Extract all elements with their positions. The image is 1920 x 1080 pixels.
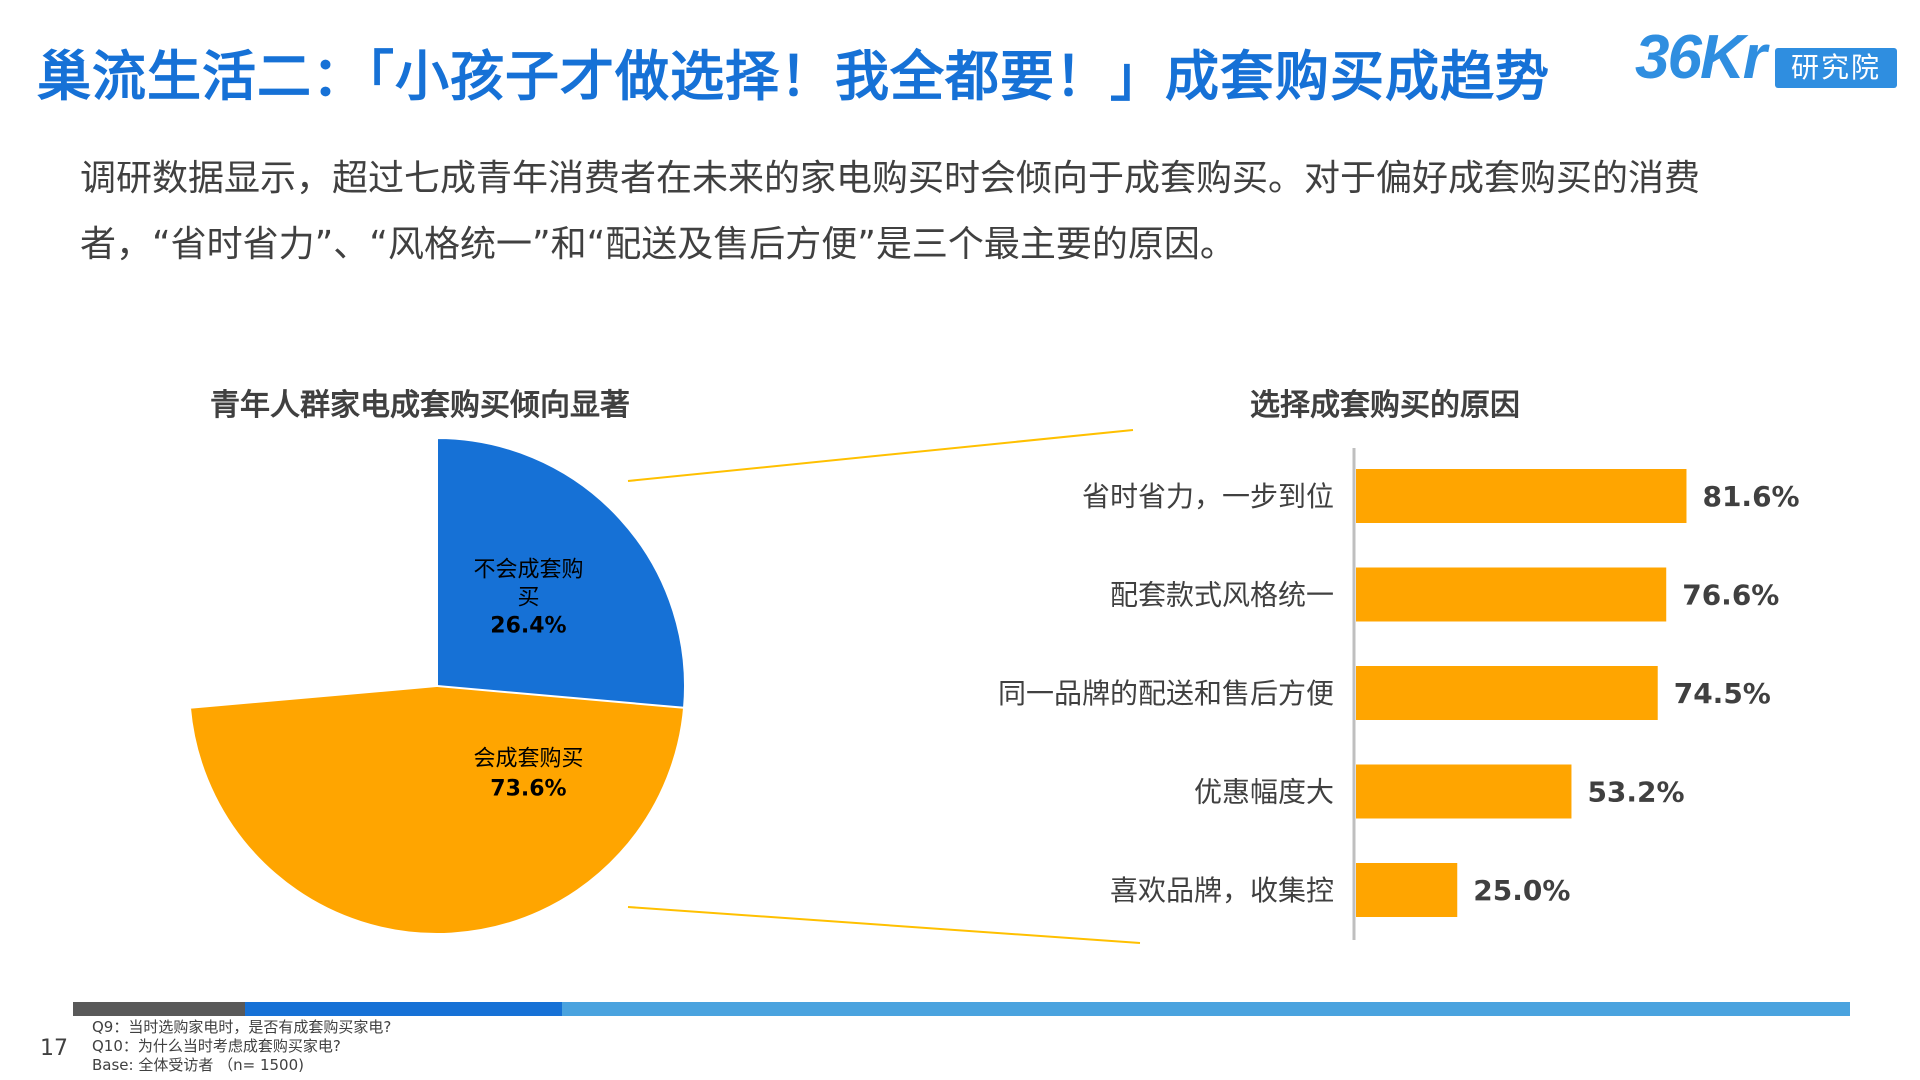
brand-logo: 36Kr 研究院 (1635, 18, 1900, 98)
bar-value-label-1: 81.6% (1702, 480, 1799, 513)
bar-category-label-3: 同一品牌的配送和售后方便 (998, 677, 1334, 710)
page-number: 17 (40, 1036, 68, 1061)
bar-category-label-1: 省时省力，一步到位 (1082, 480, 1334, 513)
footnote-q9: Q9：当时选购家电时，是否有成套购买家电? (92, 1018, 392, 1036)
bar-category-label-5: 喜欢品牌，收集控 (1110, 874, 1334, 907)
pie-value-2: 26.4% (490, 613, 566, 638)
footer-bar-segment-2 (245, 1002, 562, 1016)
logo-text: 36Kr (1635, 23, 1767, 92)
bar-value-label-2: 76.6% (1682, 579, 1779, 612)
pie-value-1: 73.6% (490, 777, 566, 802)
bar-2 (1356, 567, 1667, 622)
footnote-q10: Q10：为什么当时考虑成套购买家电? (92, 1037, 341, 1055)
page-title: 巢流生活二：「小孩子才做选择！我全都要！」成套购买成趋势 (37, 45, 1550, 108)
bar-1 (1356, 469, 1687, 523)
bar-value-label-4: 53.2% (1587, 776, 1684, 809)
footnote-base: Base: 全体受访者 （n= 1500) (92, 1056, 304, 1074)
intro-text: 调研数据显示，超过七成青年消费者在未来的家电购买时会倾向于成套购买。对于偏好成套… (80, 158, 1701, 265)
bar-3 (1356, 666, 1658, 720)
footnotes: Q9：当时选购家电时，是否有成套购买家电? Q10：为什么当时考虑成套购买家电?… (92, 1018, 391, 1075)
logo-subtitle: 研究院 (1775, 48, 1897, 88)
bar-4 (1356, 764, 1572, 819)
connector-line-top (627, 429, 1134, 482)
bar-category-label-2: 配套款式风格统一 (1110, 579, 1334, 612)
bar-chart-title: 选择成套购买的原因 (1250, 388, 1520, 423)
pie-label-2-cont: 买 (517, 585, 539, 610)
connector-line-bottom (627, 906, 1141, 944)
bar-category-label-4: 优惠幅度大 (1194, 776, 1334, 809)
pie-chart-title: 青年人群家电成套购买倾向显著 (210, 388, 630, 423)
footer-bar-segment-3 (562, 1002, 1850, 1016)
pie-slice-2 (436, 436, 686, 709)
footer-bar-segment-1 (73, 1002, 245, 1016)
bar-value-label-5: 25.0% (1473, 874, 1570, 907)
pie-label-2: 不会成套购 (473, 557, 583, 582)
pie-label-1: 会成套购买 (473, 747, 583, 772)
bar-value-label-3: 74.5% (1674, 677, 1771, 710)
bar-5 (1356, 863, 1458, 917)
